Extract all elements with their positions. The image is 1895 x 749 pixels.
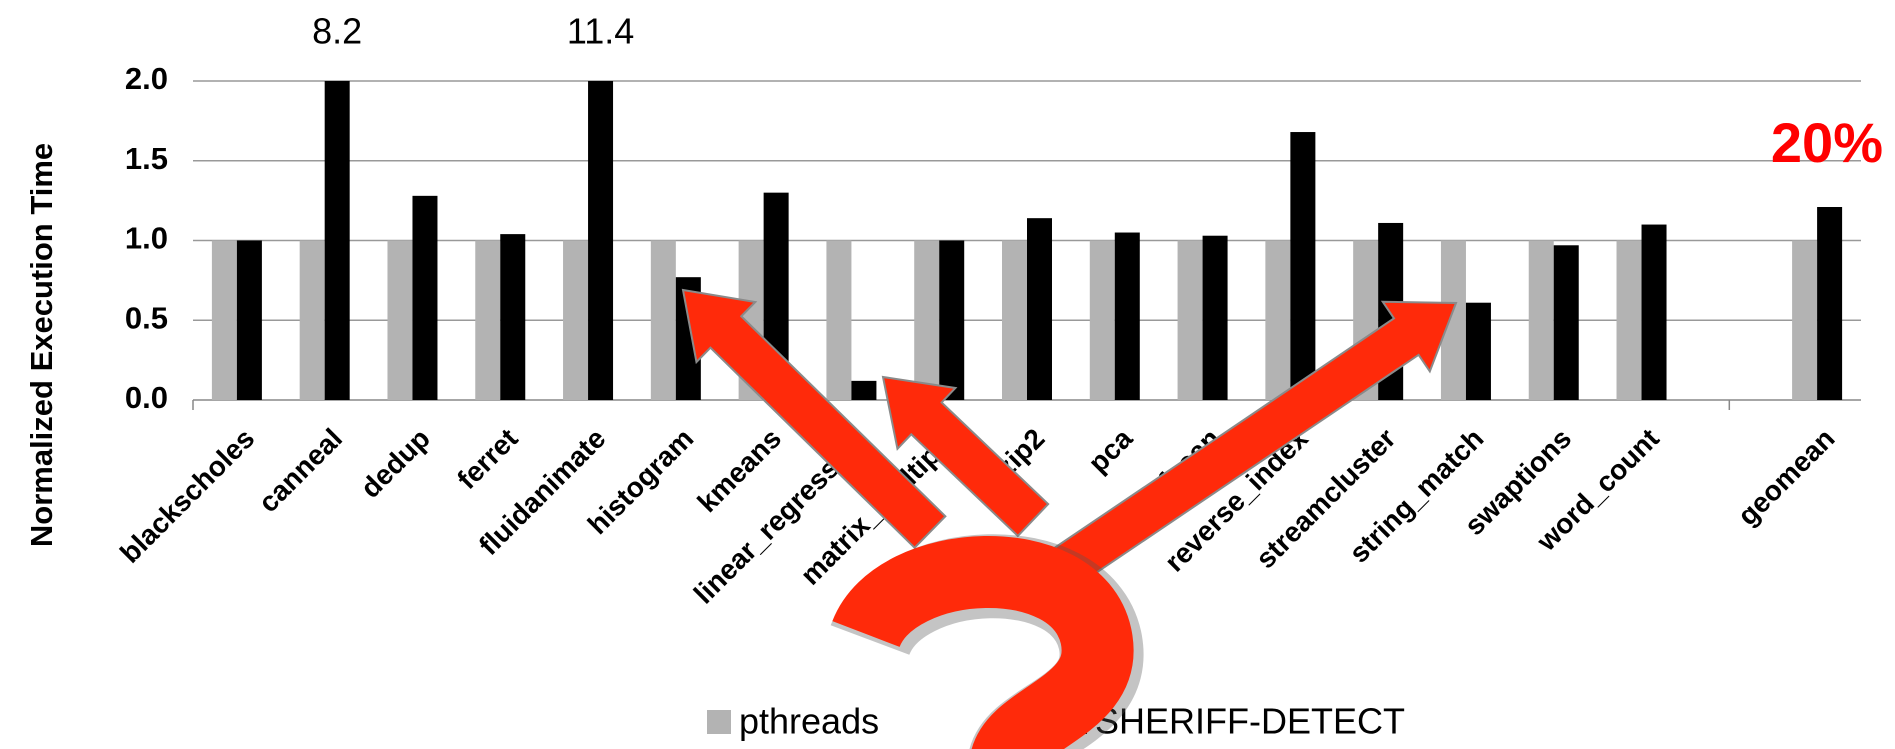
bar — [1553, 245, 1579, 400]
bar — [1177, 240, 1203, 400]
bar — [412, 195, 438, 400]
bar — [1641, 224, 1667, 400]
y-axis-title: Normalized Execution Time — [24, 143, 59, 547]
bar — [1002, 240, 1027, 400]
bar — [1528, 240, 1554, 400]
x-tick-label: ferret — [451, 423, 524, 496]
bar — [588, 81, 614, 400]
value-label: 8.2 — [312, 11, 362, 52]
y-tick-label: 0.0 — [125, 380, 168, 415]
y-tick-label: 0.5 — [125, 300, 168, 335]
question-mark — [832, 536, 1134, 749]
arrow — [881, 375, 1050, 538]
value-label: 11.4 — [567, 11, 634, 52]
bar — [236, 240, 262, 400]
arrow — [681, 288, 947, 550]
bar — [500, 234, 526, 400]
arrow — [1050, 300, 1458, 588]
y-tick-label: 1.5 — [125, 141, 168, 176]
bar — [914, 240, 940, 400]
x-tick-label: canneal — [252, 423, 348, 519]
x-tick-label: pca — [1082, 422, 1138, 478]
y-tick-label: 2.0 — [125, 61, 168, 96]
bar — [1817, 207, 1843, 400]
bar — [1616, 240, 1642, 400]
bars — [211, 81, 1843, 401]
bar — [1465, 302, 1491, 400]
bar — [1265, 240, 1291, 400]
bar — [563, 240, 589, 400]
x-tick-label: dedup — [355, 423, 436, 504]
bar — [211, 240, 237, 400]
bar — [1290, 132, 1316, 401]
bar — [650, 240, 676, 400]
bar — [939, 240, 965, 400]
bar — [324, 81, 350, 400]
legend-label: SHERIFF-DETECT — [1095, 701, 1405, 742]
bar — [826, 240, 852, 400]
bar — [1089, 240, 1115, 400]
x-tick-label: geomean — [1732, 423, 1841, 532]
bar — [851, 380, 877, 400]
bar — [299, 240, 325, 400]
bar — [475, 240, 501, 400]
bar — [1027, 218, 1052, 400]
bar — [1114, 232, 1140, 400]
overlay — [681, 288, 1458, 749]
x-tick-label: blackscholes — [114, 423, 260, 569]
annotation: 20% — [1771, 111, 1883, 174]
legend-label: pthreads — [739, 701, 879, 742]
bar — [1792, 240, 1818, 400]
bar — [387, 240, 413, 400]
bar — [1202, 235, 1228, 400]
legend-swatch — [707, 710, 731, 734]
y-tick-label: 1.0 — [125, 221, 168, 256]
